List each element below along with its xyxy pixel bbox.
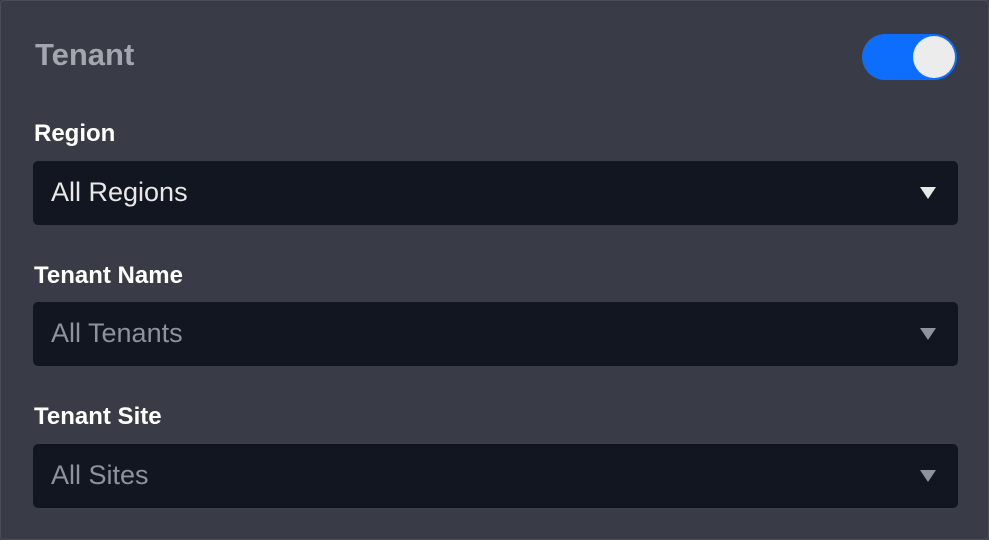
region-select[interactable]: All Regions	[33, 161, 958, 225]
tenant-name-select[interactable]: All Tenants	[33, 302, 958, 366]
tenant-site-value: All Sites	[51, 460, 149, 490]
tenant-site-select[interactable]: All Sites	[33, 444, 958, 508]
caret-down-icon	[920, 470, 936, 482]
panel-title: Tenant	[35, 37, 135, 72]
tenant-name-value: All Tenants	[51, 318, 183, 348]
tenant-name-label: Tenant Name	[34, 262, 183, 289]
caret-down-icon	[920, 187, 936, 199]
region-value: All Regions	[51, 177, 188, 207]
region-label: Region	[34, 120, 116, 147]
tenant-site-label: Tenant Site	[34, 403, 162, 430]
caret-down-icon	[920, 328, 936, 340]
tenant-toggle[interactable]	[862, 34, 957, 80]
toggle-knob	[913, 36, 955, 78]
